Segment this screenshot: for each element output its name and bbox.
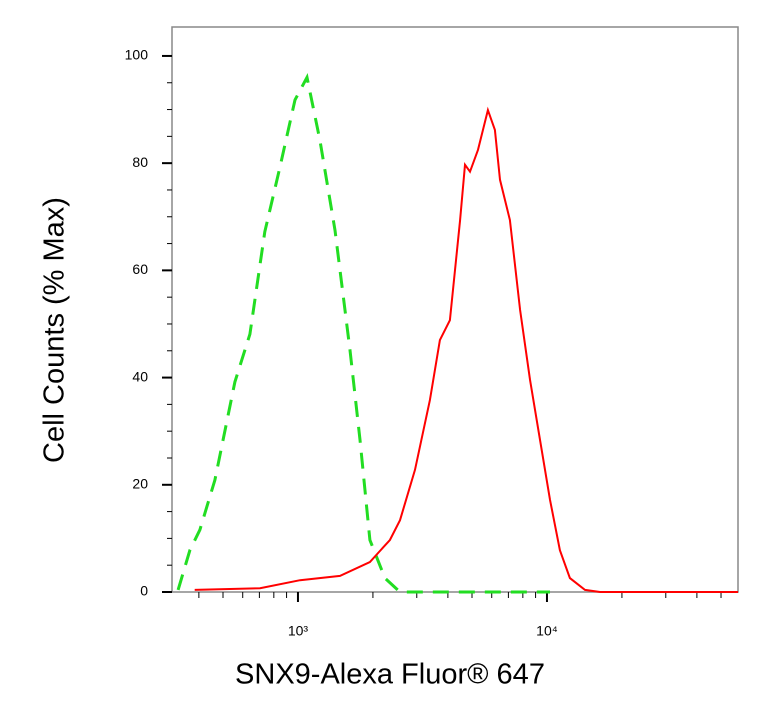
y-tick-label: 0 (140, 583, 148, 599)
y-tick-label: 80 (132, 154, 148, 170)
x-axis-title: SNX9-Alexa Fluor® 647 (235, 659, 545, 691)
series-line (194, 106, 738, 593)
y-tick-label: 40 (132, 368, 148, 384)
x-tick-label: 10³ (288, 623, 309, 639)
x-tick-label: 10⁴ (536, 623, 558, 639)
y-tick-label: 60 (132, 261, 148, 277)
series-line (176, 73, 550, 594)
plot-frame (171, 26, 739, 593)
y-tick-label: 20 (132, 475, 148, 491)
y-axis-title: Cell Counts (% Max) (39, 197, 71, 463)
y-tick-label: 100 (125, 47, 149, 63)
